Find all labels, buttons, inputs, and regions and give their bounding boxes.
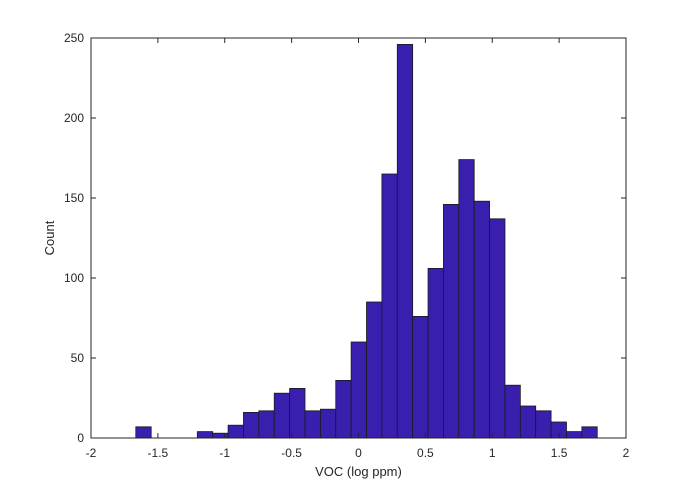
histogram-bar — [350, 341, 367, 439]
histogram-bar — [581, 426, 598, 439]
x-tick-label: 1 — [489, 446, 496, 460]
histogram-bar — [258, 410, 275, 439]
histogram-bar — [366, 301, 383, 439]
x-tick-label: 2 — [623, 446, 630, 460]
x-tick-label: 0 — [355, 446, 362, 460]
histogram-bar — [489, 218, 506, 439]
histogram-bar — [443, 203, 460, 439]
x-tick-label: -2 — [86, 446, 97, 460]
y-tick-label: 250 — [64, 31, 84, 45]
y-tick-label: 50 — [71, 351, 85, 365]
x-tick-label: -0.5 — [281, 446, 302, 460]
histogram-bar — [135, 426, 152, 439]
histogram-bar — [412, 315, 429, 439]
histogram-bar — [289, 387, 306, 439]
histogram-bar — [519, 405, 537, 439]
histogram-bar — [212, 432, 229, 439]
histogram-bar — [243, 411, 260, 439]
x-axis-ticks: -2 -1.5 -1 -0.5 0 0.5 1 1.5 2 — [86, 38, 630, 460]
x-tick-label: 0.5 — [417, 446, 434, 460]
bars-group — [135, 44, 598, 439]
y-tick-label: 200 — [64, 111, 84, 125]
x-tick-label: -1.5 — [148, 446, 169, 460]
histogram-bar — [273, 392, 291, 439]
histogram-bar — [196, 431, 214, 439]
x-tick-label: 1.5 — [551, 446, 568, 460]
histogram-bar — [227, 424, 244, 439]
histogram-bar — [458, 159, 475, 439]
y-tick-label: 150 — [64, 191, 84, 205]
histogram-bar — [381, 173, 398, 439]
x-tick-label: -1 — [219, 446, 230, 460]
histogram-bar — [535, 410, 552, 439]
histogram-bar — [396, 44, 414, 439]
y-axis-ticks: 0 50 100 150 200 250 — [64, 31, 626, 445]
histogram-bar — [319, 408, 337, 439]
y-tick-label: 100 — [64, 271, 84, 285]
x-axis-label: VOC (log ppm) — [315, 464, 402, 479]
histogram-bar — [473, 200, 490, 439]
y-tick-label: 0 — [77, 431, 84, 445]
histogram-bar — [335, 379, 352, 439]
histogram-bar — [566, 431, 583, 439]
histogram-bar — [504, 384, 521, 439]
y-axis-label: Count — [42, 220, 57, 255]
histogram-bar — [304, 410, 321, 439]
histogram-bar — [427, 267, 444, 439]
